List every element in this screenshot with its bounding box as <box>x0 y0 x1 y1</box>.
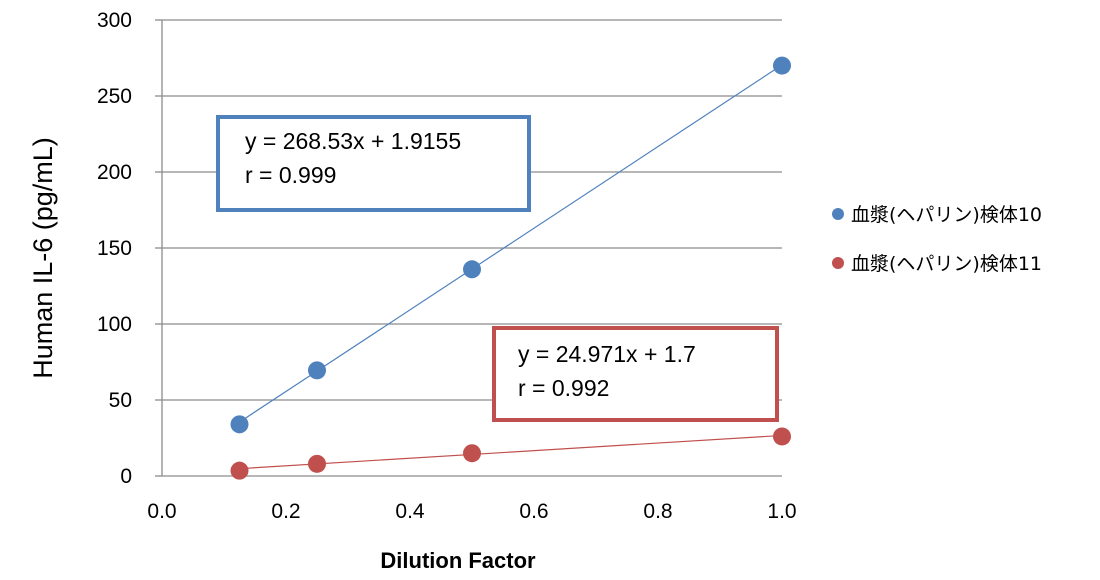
legend-label-series-10: 血漿(ヘパリン)検体10 <box>851 204 1042 226</box>
y-tick-label: 300 <box>97 9 132 32</box>
legend-label-series-11: 血漿(ヘパリン)検体11 <box>851 253 1042 275</box>
y-axis-ticks: 0 50 100 150 200 250 300 <box>97 9 132 488</box>
y-tick-label: 250 <box>97 85 132 108</box>
annotation-series-11: y = 24.971x + 1.7 r = 0.992 <box>492 326 779 422</box>
data-points <box>230 56 791 480</box>
x-tick-label: 0.4 <box>395 500 425 523</box>
x-tick-label: 0.8 <box>643 500 672 523</box>
annotation-series-10: y = 268.53x + 1.9155 r = 0.999 <box>216 115 531 212</box>
y-tick-label: 0 <box>120 465 132 488</box>
x-tick-label: 1.0 <box>767 500 796 523</box>
annotation-box-series-11 <box>492 326 779 422</box>
y-tick-label: 50 <box>109 389 132 412</box>
data-point-series-10 <box>773 56 791 75</box>
data-point-series-10 <box>308 361 326 380</box>
data-point-series-11 <box>230 461 249 480</box>
equation-label-series-10: y = 268.53x + 1.9155 <box>245 128 461 154</box>
y-axis-title: Human IL-6 (pg/mL) <box>28 137 58 379</box>
trendline-series-11 <box>239 434 783 470</box>
r-value-label-series-10: r = 0.999 <box>245 162 336 188</box>
trendlines <box>239 64 783 470</box>
data-point-series-10 <box>230 415 249 434</box>
legend: 血漿(ヘパリン)検体10 血漿(ヘパリン)検体11 <box>832 204 1042 275</box>
data-point-series-10 <box>463 260 481 279</box>
x-tick-label: 0.0 <box>147 500 176 523</box>
legend-marker-series-10 <box>832 208 844 220</box>
r-value-label-series-11: r = 0.992 <box>518 375 609 401</box>
y-tick-label: 150 <box>97 237 132 260</box>
x-axis-title: Dilution Factor <box>380 548 536 573</box>
x-tick-label: 0.2 <box>271 500 300 523</box>
annotation-box-series-10 <box>216 115 531 212</box>
data-point-series-11 <box>463 444 481 463</box>
y-tick-label: 100 <box>97 313 132 336</box>
legend-marker-series-11 <box>832 257 844 269</box>
data-point-series-11 <box>308 454 326 473</box>
trendline-series-10 <box>239 64 783 423</box>
x-axis-ticks: 0.0 0.2 0.4 0.6 0.8 1.0 <box>147 500 796 523</box>
y-tick-label: 200 <box>97 161 132 184</box>
data-point-series-11 <box>773 427 791 446</box>
equation-label-series-11: y = 24.971x + 1.7 <box>518 341 696 367</box>
x-tick-label: 0.6 <box>519 500 548 523</box>
